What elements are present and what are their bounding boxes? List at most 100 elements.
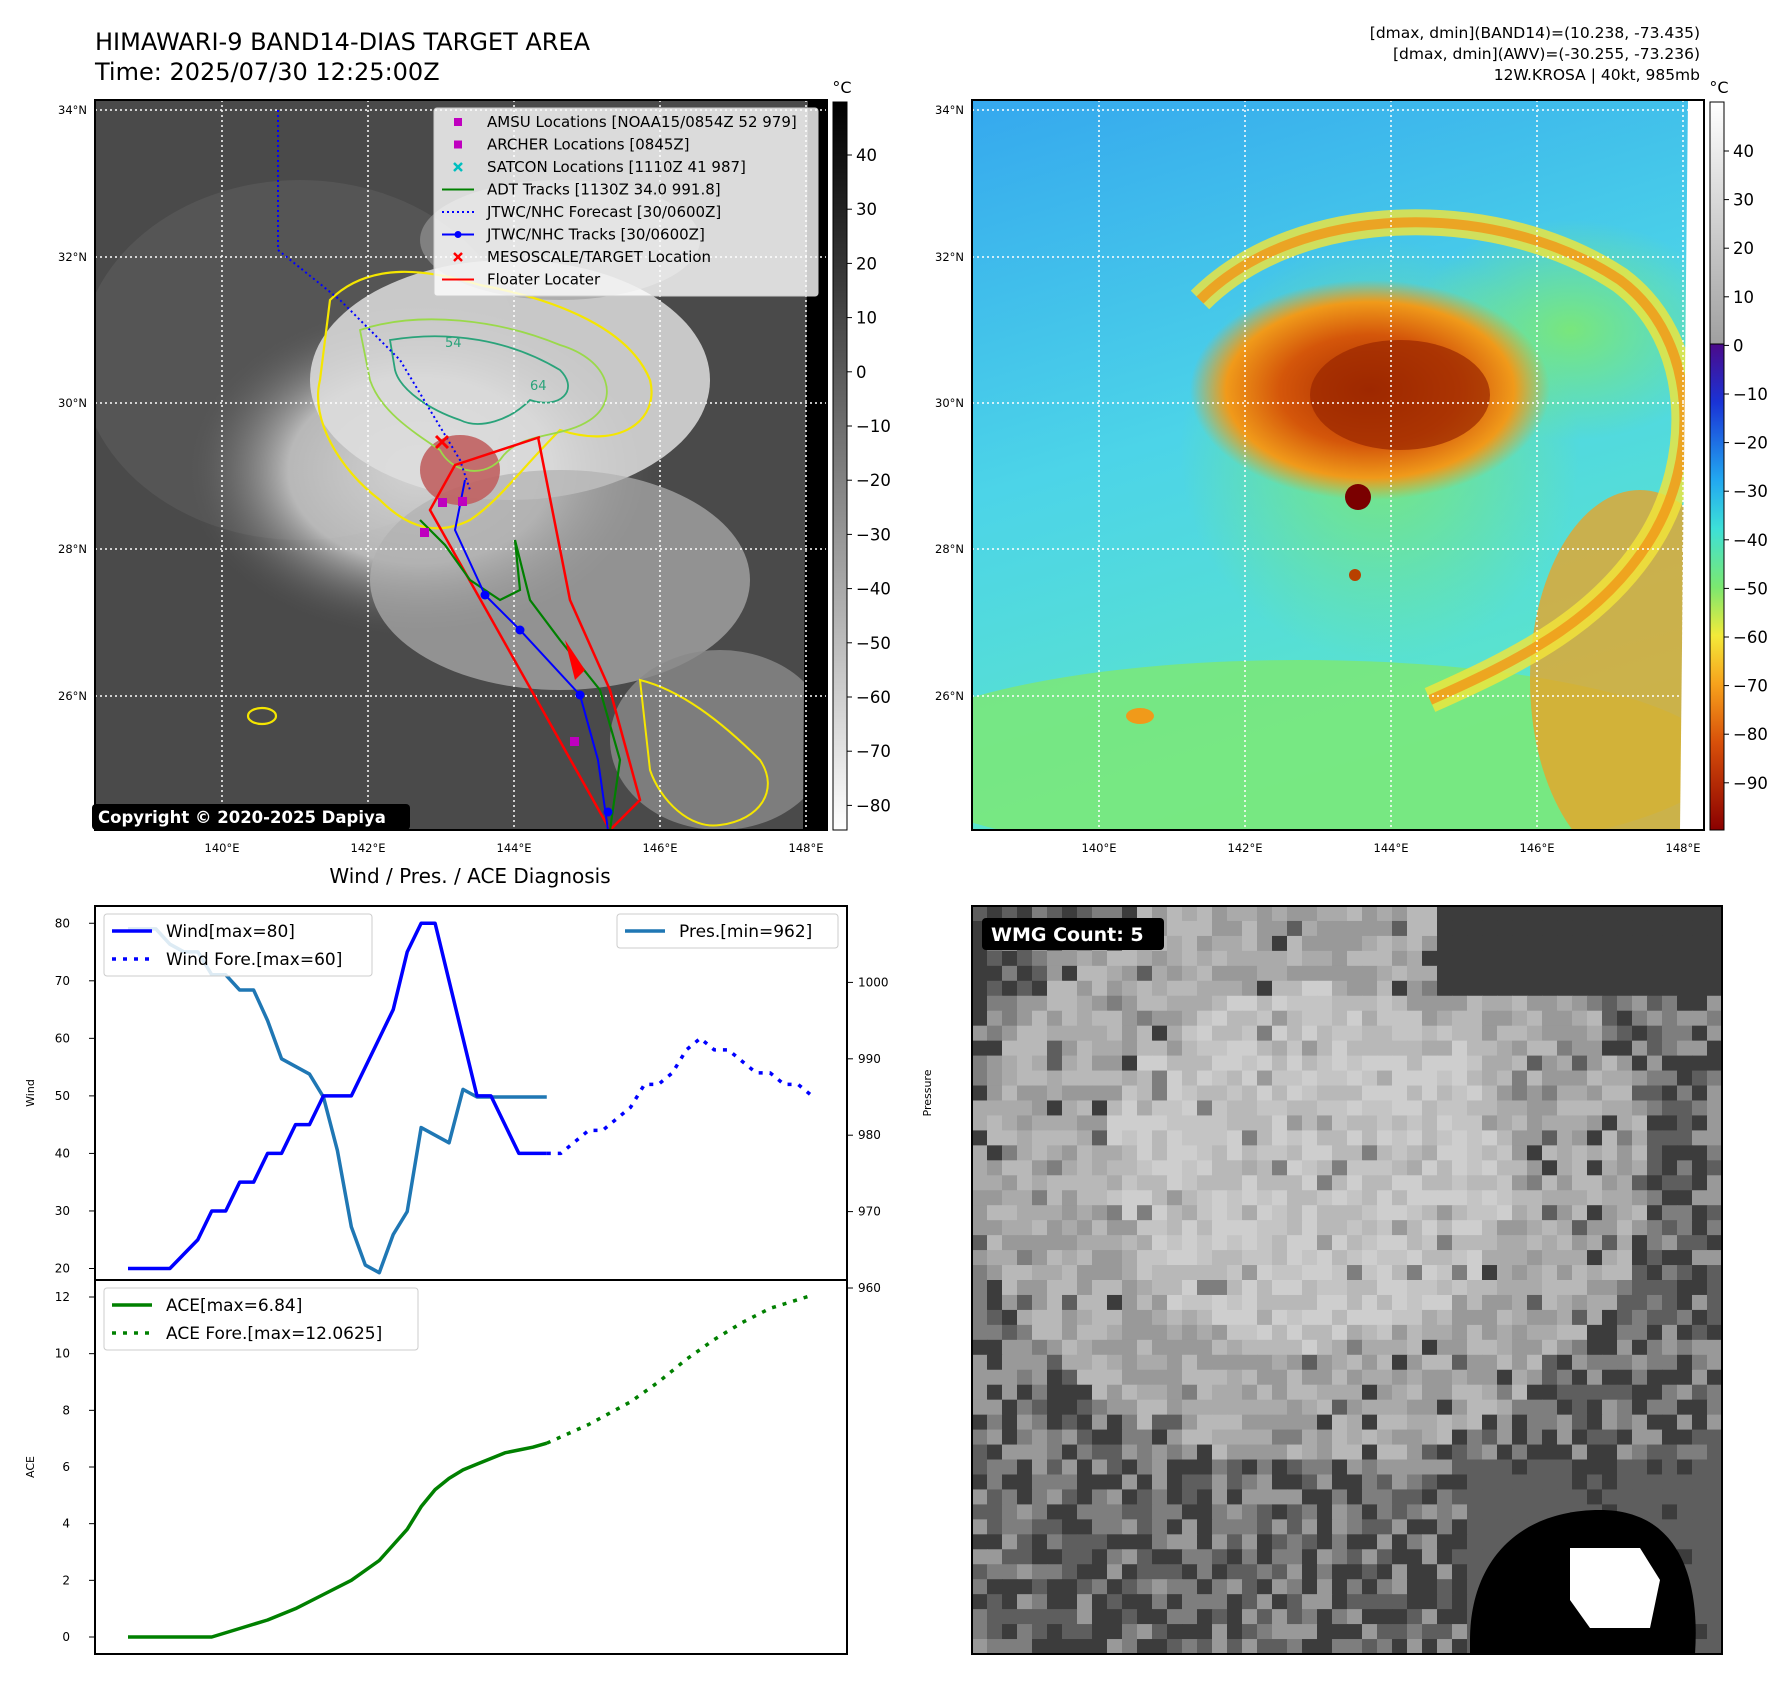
colorbar-tick-label: 20 (856, 254, 877, 273)
y-tick-label: 20 (55, 1261, 70, 1275)
wv-lon-148: 148°E (1666, 841, 1701, 855)
legend-row: JTWC/NHC Forecast [30/0600Z] (442, 203, 721, 221)
floater-locater-track (428, 435, 642, 830)
wv-lat-32: 32°N (935, 250, 964, 264)
legend-row: ADT Tracks [1130Z 34.0 991.8] (442, 181, 721, 199)
info-awv-range: [dmax, dmin](AWV)=(-30.255, -73.236) (1393, 45, 1700, 63)
legend-row: JTWC/NHC Tracks [30/0600Z] (442, 226, 705, 244)
legend-row: AMSU Locations [NOAA15/0854Z 52 979] (454, 113, 797, 131)
ir-lon-140: 140°E (205, 841, 240, 855)
ir-lat-34: 34°N (58, 103, 87, 117)
legend-marker (454, 118, 462, 126)
colorbar-ir: °C 40 30 20 10 0 −10 −20 −30 −40 −50 −60 −70 −80 (832, 78, 891, 831)
y2-tick-label: 980 (858, 1128, 881, 1142)
contour-label-54: 54 (445, 336, 462, 351)
info-band14-range: [dmax, dmin](BAND14)=(10.238, -73.435) (1370, 24, 1700, 42)
colorbar-tick-label: −80 (1733, 725, 1768, 744)
diagnosis-title: Wind / Pres. / ACE Diagnosis (329, 864, 610, 888)
legend-label: JTWC/NHC Tracks [30/0600Z] (486, 226, 705, 244)
ir-lon-144: 144°E (497, 841, 532, 855)
ir-lon-148: 148°E (789, 841, 824, 855)
ace-legend: ACE[max=6.84] ACE Fore.[max=12.0625] (103, 1287, 419, 1351)
colorbar-tick-label: −60 (1733, 628, 1768, 647)
wmg-count-label: WMG Count: 5 (991, 924, 1144, 946)
legend-row: Floater Locater (442, 271, 601, 289)
ir-lon-labels: 140°E 142°E 144°E 146°E 148°E (205, 841, 824, 855)
ace-ylabel: ACE (24, 1456, 37, 1478)
ir-map-frame (94, 99, 828, 831)
colorbar-tick-label: −20 (1733, 434, 1768, 453)
ir-lat-labels: 34°N 32°N 30°N 28°N 26°N (58, 103, 87, 703)
wv-lon-144: 144°E (1374, 841, 1409, 855)
legend-row: SATCON Locations [1110Z 41 987] (453, 158, 746, 176)
ace-forecast-legend-label: ACE Fore.[max=12.0625] (166, 1324, 382, 1344)
wv-lon-140: 140°E (1082, 841, 1117, 855)
y-tick-label: 6 (62, 1460, 70, 1474)
colorbar-tick-label: 0 (1733, 336, 1744, 355)
colorbar-wv-unit: °C (1709, 78, 1728, 97)
info-storm: 12W.KROSA | 40kt, 985mb (1494, 66, 1700, 84)
colorbar-tick-label: −90 (1733, 774, 1768, 793)
y-tick-label: 60 (55, 1031, 70, 1045)
legend-row: MESOSCALE/TARGET Location (453, 248, 711, 266)
ir-lat-26: 26°N (58, 689, 87, 703)
colorbar-tick-label: 30 (856, 200, 877, 219)
colorbar-tick-label: 40 (1733, 142, 1754, 161)
ace-legend-label: ACE[max=6.84] (166, 1296, 302, 1316)
legend-label: ARCHER Locations [0845Z] (487, 136, 690, 154)
colorbar-tick-label: 10 (856, 309, 877, 328)
legend-label: ADT Tracks [1130Z 34.0 991.8] (487, 181, 721, 199)
y-tick-label: 10 (55, 1347, 70, 1361)
wv-lat-26: 26°N (935, 689, 964, 703)
y2-tick-label: 1000 (858, 975, 889, 989)
y-tick-label: 2 (62, 1573, 70, 1587)
ir-lat-32: 32°N (58, 250, 87, 264)
legend-label: JTWC/NHC Forecast [30/0600Z] (486, 203, 721, 221)
legend-label: MESOSCALE/TARGET Location (487, 248, 711, 266)
colorbar-tick-label: −30 (1733, 482, 1768, 501)
contour-label-64: 64 (530, 379, 547, 394)
legend-label: SATCON Locations [1110Z 41 987] (487, 158, 746, 176)
wind-ylabel: Wind (24, 1079, 37, 1107)
wmg-panel: WMG Count: 5 (971, 905, 1723, 1655)
wind-forecast-legend-label: Wind Fore.[max=60] (166, 950, 342, 970)
y2-tick-label: 970 (858, 1205, 881, 1219)
colorbar-tick-label: −40 (856, 580, 891, 599)
y-tick-label: 40 (55, 1146, 70, 1160)
copyright-text: Copyright © 2020-2025 Dapiya (98, 808, 386, 827)
series-line-ace (128, 1441, 548, 1639)
jtwc-forecast-track (277, 110, 471, 491)
colorbar-tick-label: −30 (856, 525, 891, 544)
colorbar-tick-label: 40 (856, 146, 877, 165)
wv-lat-labels: 34°N 32°N 30°N 28°N 26°N (935, 103, 964, 703)
y-tick-label: 70 (55, 974, 70, 988)
y-tick-label: 0 (62, 1630, 70, 1644)
y-tick-label: 12 (55, 1290, 70, 1304)
y-tick-label: 4 (62, 1517, 70, 1531)
colorbar-tick-label: −70 (1733, 677, 1768, 696)
colorbar-tick-label: −50 (856, 634, 891, 653)
pressure-legend-label: Pres.[min=962] (679, 922, 812, 942)
colorbar-tick-label: 0 (856, 363, 867, 382)
colorbar-tick-label: −10 (1733, 385, 1768, 404)
main-title: HIMAWARI-9 BAND14-DIAS TARGET AREA (95, 28, 591, 56)
ir-lon-142: 142°E (351, 841, 386, 855)
y-tick-label: 50 (55, 1089, 70, 1103)
ir-tracks (277, 110, 642, 830)
legend-marker (454, 140, 462, 149)
y-tick-label: 30 (55, 1204, 70, 1218)
y-tick-label: 80 (55, 916, 70, 930)
pressure-legend: Pres.[min=962] (616, 913, 839, 949)
series-line-wind (128, 921, 547, 1271)
y-tick-label: 8 (62, 1403, 70, 1417)
wv-lon-labels: 140°E 142°E 144°E 146°E 148°E (1082, 841, 1701, 855)
colorbar-tick-label: −50 (1733, 579, 1768, 598)
colorbar-tick-label: −40 (1733, 531, 1768, 550)
wv-lat-34: 34°N (935, 103, 964, 117)
wv-lon-142: 142°E (1228, 841, 1263, 855)
main-time: Time: 2025/07/30 12:25:00Z (94, 58, 440, 86)
ir-legend: AMSU Locations [NOAA15/0854Z 52 979] ARCH… (433, 107, 819, 297)
ace-chart: 0 2 4 6 8 10 12 ACE ACE[max=6.84] ACE Fore.[ma… (24, 1279, 848, 1655)
copyright-badge: Copyright © 2020-2025 Dapiya (92, 804, 410, 830)
